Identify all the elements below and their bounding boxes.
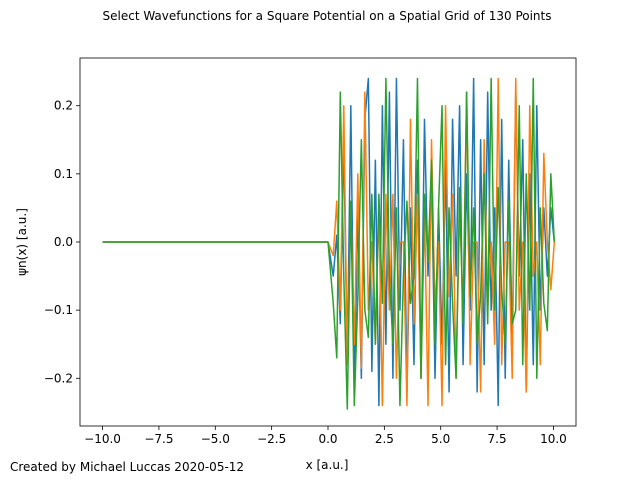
x-tick-label: 2.5 [375, 432, 394, 446]
y-tick-label: 0.1 [54, 167, 73, 181]
x-tick-label: −2.5 [257, 432, 286, 446]
x-tick-label: −7.5 [144, 432, 173, 446]
y-ticks: −0.2 −0.1 0.0 0.1 0.2 [44, 99, 80, 385]
x-tick-label: −5.0 [201, 432, 230, 446]
x-tick-label: 7.5 [488, 432, 507, 446]
x-tick-label: 0.0 [318, 432, 337, 446]
x-ticks: −10.0 −7.5 −5.0 −2.5 0.0 2.5 5.0 7.5 10.0 [84, 426, 567, 446]
y-axis-label: ψn(x) [a.u.] [15, 208, 29, 276]
x-axis-label: x [a.u.] [306, 458, 349, 472]
x-tick-label: 5.0 [431, 432, 450, 446]
footer-credit: Created by Michael Luccas 2020-05-12 [10, 460, 244, 474]
y-tick-label: −0.2 [44, 371, 73, 385]
series-line-2 [102, 77, 556, 407]
y-tick-label: 0.0 [54, 235, 73, 249]
x-tick-label: 10.0 [540, 432, 567, 446]
y-tick-label: 0.2 [54, 99, 73, 113]
y-tick-label: −0.1 [44, 303, 73, 317]
series-line-3 [102, 77, 556, 410]
plot-lines [102, 77, 556, 410]
x-tick-label: −10.0 [84, 432, 121, 446]
chart-title: Select Wavefunctions for a Square Potent… [103, 9, 552, 23]
